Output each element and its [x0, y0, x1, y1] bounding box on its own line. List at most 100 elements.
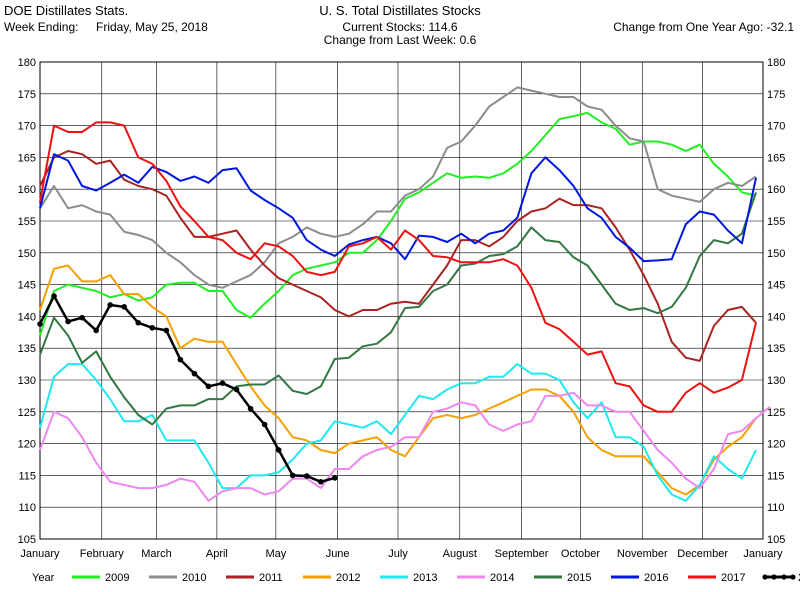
y-tick-label-left: 105	[18, 534, 36, 546]
series-line-2013	[39, 363, 757, 502]
series-point-2018	[275, 447, 282, 453]
y-tick-label-left: 175	[18, 89, 36, 101]
series-line-2012	[39, 264, 757, 496]
y-tick-label-right: 145	[767, 280, 785, 292]
x-tick-label: June	[326, 548, 350, 560]
legend-label-2014: 2014	[490, 572, 514, 584]
y-tick-label-right: 160	[767, 184, 785, 196]
x-tick-label: January	[20, 548, 60, 560]
x-tick-label: December	[677, 548, 728, 560]
series-line-2010	[39, 86, 757, 289]
series-point-2018	[163, 327, 170, 334]
y-tick-label-left: 120	[18, 439, 36, 451]
y-tick-label-left: 140	[18, 311, 36, 323]
series-point-2018	[303, 473, 310, 479]
y-tick-label-left: 125	[18, 407, 36, 419]
series-line-2009	[39, 111, 757, 336]
x-tick-label: October	[561, 548, 600, 560]
series-point-2018	[37, 321, 43, 327]
y-tick-label-right: 165	[767, 152, 785, 164]
series-point-2018	[93, 327, 99, 334]
y-tick-label-left: 115	[18, 470, 36, 482]
series-point-2018	[79, 314, 85, 321]
y-tick-label-left: 170	[18, 121, 36, 133]
y-tick-label-left: 110	[18, 502, 36, 514]
legend-marker-2018	[781, 574, 787, 580]
y-tick-label-right: 120	[767, 439, 785, 451]
y-tick-label-left: 145	[18, 280, 36, 292]
y-tick-label-right: 130	[767, 375, 785, 387]
chart-source-title: DOE Distillates Stats.	[4, 3, 129, 18]
change-from-last-week: Change from Last Week: 0.6	[323, 33, 477, 47]
legend-label-2013: 2013	[413, 572, 437, 584]
y-tick-label-right: 140	[767, 311, 785, 323]
legend-label-2011: 2011	[259, 572, 283, 584]
y-tick-label-right: 135	[767, 343, 785, 355]
y-tick-label-right: 110	[767, 502, 785, 514]
x-tick-label: January	[743, 548, 783, 560]
series-point-2018	[121, 304, 128, 310]
series-point-2018	[247, 405, 254, 412]
x-tick-label: March	[141, 548, 172, 560]
y-tick-label-right: 115	[767, 470, 785, 482]
series-point-2018	[205, 383, 212, 390]
legend-label-2009: 2009	[105, 572, 129, 584]
x-tick-label: November	[617, 548, 668, 560]
series-line-2015	[39, 192, 757, 426]
series-point-2018	[261, 421, 268, 428]
legend-label-2012: 2012	[336, 572, 360, 584]
series-point-2018	[177, 356, 184, 363]
y-tick-label-right: 175	[767, 89, 785, 101]
y-tick-label-left: 165	[18, 152, 36, 164]
x-tick-label: August	[443, 548, 477, 560]
y-tick-label-right: 180	[767, 57, 785, 69]
series-point-2018	[332, 475, 338, 481]
x-tick-label: September	[495, 548, 549, 560]
x-tick-label: May	[265, 548, 286, 560]
y-tick-label-left: 150	[18, 248, 36, 260]
y-tick-label-left: 180	[18, 57, 36, 69]
series-point-2018	[149, 325, 156, 331]
legend-label-2010: 2010	[182, 572, 206, 584]
chart-title: U. S. Total Distillates Stocks	[319, 3, 481, 18]
series-point-2018	[107, 302, 113, 308]
legend-label-2016: 2016	[644, 572, 668, 584]
series-line-2014	[39, 391, 771, 502]
legend-label-2015: 2015	[567, 572, 591, 584]
series-line-2018	[38, 294, 336, 484]
y-tick-label-left: 160	[18, 184, 36, 196]
week-ending-date: Friday, May 25, 2018	[96, 20, 208, 34]
y-tick-label-right: 150	[767, 248, 785, 260]
y-tick-label-left: 135	[18, 343, 36, 355]
legend-title: Year	[32, 572, 55, 584]
legend-marker-2018	[771, 574, 777, 580]
series-point-2018	[65, 318, 71, 325]
legend-label-2017: 2017	[721, 572, 745, 584]
series-point-2018	[191, 370, 198, 377]
y-tick-label-right: 155	[767, 216, 785, 228]
legend-marker-2018	[762, 574, 768, 580]
series-point-2018	[135, 319, 142, 326]
current-stocks: Current Stocks: 114.6	[342, 20, 458, 34]
y-tick-label-left: 155	[18, 216, 36, 228]
series-point-2018	[51, 293, 57, 299]
week-ending-label: Week Ending:	[4, 20, 79, 34]
series-line-2017	[39, 121, 757, 413]
series-point-2018	[233, 386, 240, 393]
y-tick-label-left: 130	[18, 375, 36, 387]
series-point-2018	[219, 380, 226, 386]
x-tick-label: July	[388, 548, 408, 560]
change-from-one-year-ago: Change from One Year Ago: -32.1	[613, 20, 794, 34]
y-tick-label-right: 170	[767, 121, 785, 133]
legend-marker-2018	[790, 574, 796, 580]
y-tick-label-right: 105	[767, 534, 785, 546]
x-tick-label: April	[206, 548, 228, 560]
x-tick-label: February	[80, 548, 125, 560]
series-line-2011	[39, 150, 757, 362]
y-tick-label-right: 125	[767, 407, 785, 419]
legend-label-2018: 2018	[798, 572, 800, 584]
series-point-2018	[317, 478, 324, 485]
series-line-2016	[39, 153, 757, 263]
series-point-2018	[289, 472, 296, 479]
